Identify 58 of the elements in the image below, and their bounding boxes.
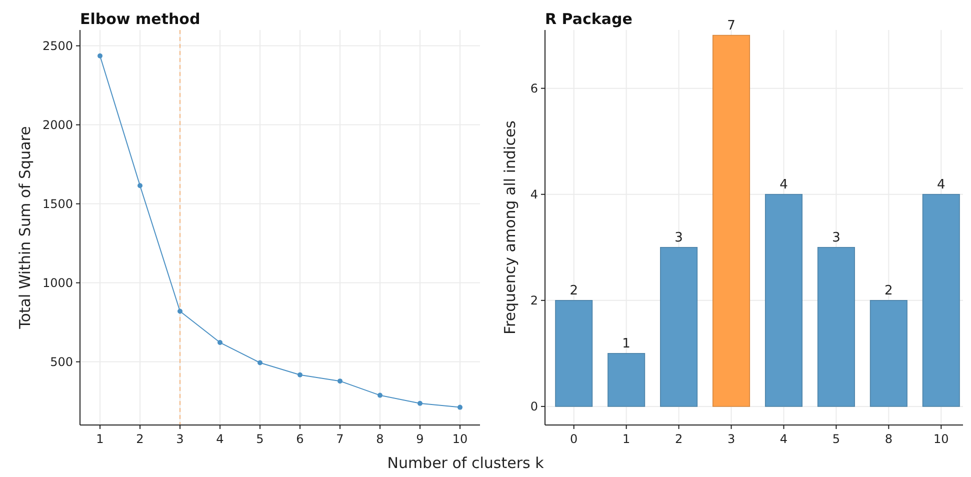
y-tick-label: 4 — [530, 187, 538, 202]
point — [418, 400, 422, 406]
x-tick-label: 5 — [832, 432, 840, 446]
x-tick-label: 1 — [96, 432, 104, 446]
y-tick-label: 500 — [50, 354, 73, 369]
data-label: 1 — [622, 336, 630, 352]
x-tick-label: 4 — [216, 432, 224, 446]
bar — [712, 34, 750, 407]
point — [178, 308, 182, 314]
bar — [555, 300, 593, 407]
bar — [660, 246, 698, 407]
chart-title: Elbow method — [80, 10, 200, 28]
bar — [870, 300, 908, 407]
x-tick-label: 7 — [336, 432, 344, 446]
x-tick-label: 0 — [570, 432, 578, 446]
y-tick-label: 1500 — [42, 196, 73, 211]
point — [98, 53, 102, 58]
x-tick-label: 2 — [136, 432, 144, 446]
data-label: 2 — [884, 283, 893, 298]
chart-title: R Package — [545, 10, 632, 28]
point — [138, 183, 142, 188]
y-axis-title: Frequency among all indices — [501, 120, 519, 334]
x-tick-label: 4 — [780, 432, 788, 446]
point — [458, 404, 462, 410]
data-label: 2 — [570, 283, 578, 298]
data-label: 3 — [674, 230, 683, 246]
data-label: 7 — [727, 18, 736, 34]
point — [218, 340, 222, 346]
y-tick-label: 2000 — [42, 118, 73, 132]
point — [298, 372, 302, 378]
x-tick-label: 3 — [176, 432, 184, 446]
point — [338, 378, 342, 384]
bar — [817, 246, 855, 407]
x-tick-label: 5 — [256, 432, 264, 446]
x-axis-title: Number of clusters k — [387, 454, 544, 472]
y-tick-label: 0 — [530, 399, 538, 414]
point — [258, 360, 262, 366]
x-tick-label: 2 — [674, 432, 683, 446]
y-tick-label: 6 — [530, 81, 538, 96]
x-tick-label: 1 — [622, 432, 630, 446]
bar — [764, 194, 802, 407]
bar — [608, 353, 646, 407]
x-tick-label: 8 — [884, 432, 892, 446]
x-tick-label: 10 — [452, 432, 468, 446]
y-tick-label: 2 — [530, 293, 538, 308]
x-tick-label: 9 — [416, 432, 424, 446]
x-tick-label: 6 — [296, 432, 304, 446]
y-axis-title: Total Within Sum of Square — [16, 126, 34, 330]
y-tick-label: 2500 — [42, 38, 73, 53]
bar — [922, 194, 960, 407]
x-tick-label: 3 — [727, 432, 736, 446]
x-tick-label: 8 — [376, 432, 384, 446]
y-tick-label: 1000 — [42, 276, 73, 290]
x-tick-label: 10 — [934, 432, 949, 446]
point — [378, 392, 382, 398]
data-label: 3 — [832, 230, 840, 246]
data-label: 4 — [937, 177, 946, 192]
data-label: 4 — [780, 177, 788, 192]
